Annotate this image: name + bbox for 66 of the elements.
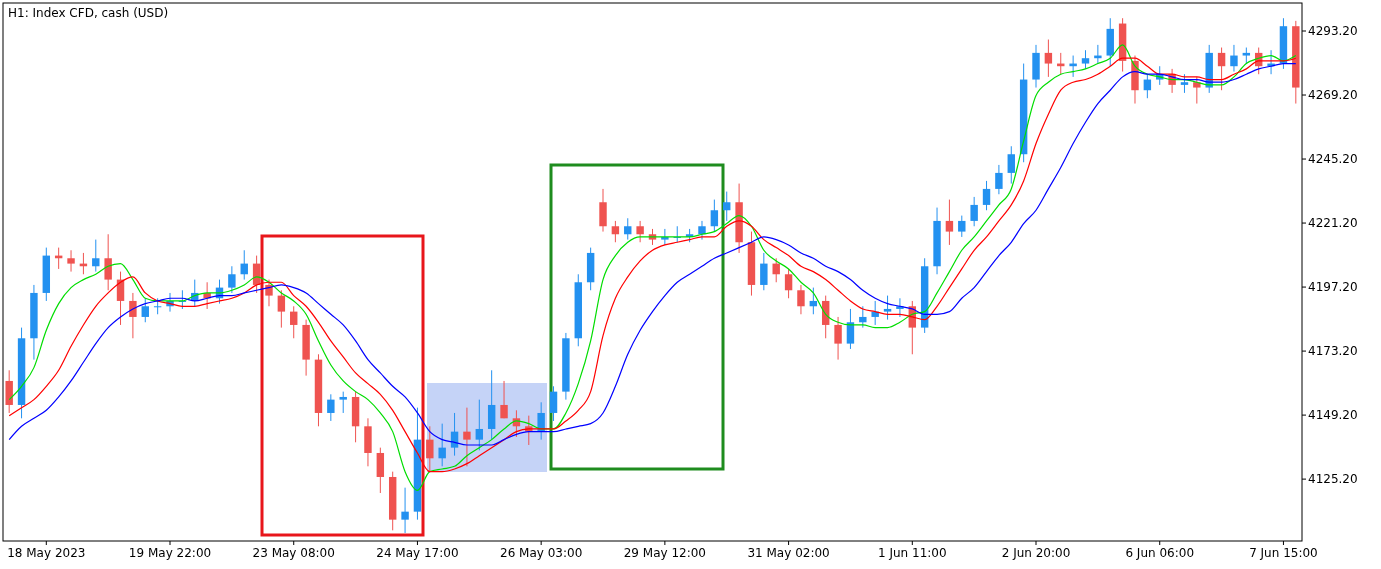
candlestick (797, 284, 805, 315)
y-tick-label: 4149.20 (1308, 408, 1358, 423)
candlestick (958, 215, 966, 238)
candlestick (401, 487, 409, 534)
candlestick (1217, 47, 1226, 91)
candlestick (500, 380, 508, 419)
candlestick (859, 305, 867, 329)
candlestick (846, 308, 855, 350)
candlestick (624, 217, 632, 241)
candlestick (970, 196, 978, 227)
candlestick (141, 297, 149, 323)
candlestick (760, 252, 768, 291)
candlestick (549, 385, 558, 422)
candlestick (104, 233, 112, 291)
candlestick (67, 249, 75, 273)
y-tick-label: 4221.20 (1308, 216, 1358, 231)
candlestick (710, 199, 719, 233)
candlestick (723, 191, 731, 222)
candlestick (290, 305, 298, 339)
candlestick (1081, 49, 1090, 70)
candlestick (599, 188, 607, 233)
x-tick-label: 26 May 03:00 (500, 546, 583, 560)
candlestick (463, 407, 471, 467)
x-tick-label: 7 Jun 15:00 (1249, 546, 1318, 560)
candlestick (698, 220, 706, 241)
candlestick (426, 425, 434, 473)
candlestick (945, 199, 954, 246)
candlestick (636, 220, 644, 243)
chart-title: H1: Index CFD, cash (USD) (8, 6, 169, 20)
candlestick (277, 289, 286, 329)
candlestick (611, 220, 620, 243)
y-tick-label: 4245.20 (1308, 152, 1358, 167)
y-tick-label: 4269.20 (1308, 88, 1358, 103)
x-tick-label: 1 Jun 11:00 (878, 546, 947, 560)
candlestick (92, 239, 100, 273)
candlestick (376, 447, 385, 494)
candlestick (475, 399, 484, 451)
x-tick-label: 29 May 12:00 (623, 546, 707, 560)
candlestick (1044, 39, 1053, 78)
x-tick-label: 19 May 22:00 (128, 546, 212, 560)
y-tick-label: 4197.20 (1308, 280, 1358, 295)
y-tick-label: 4293.20 (1308, 24, 1358, 39)
candlestick (1193, 76, 1201, 105)
candlestick (1230, 44, 1238, 73)
candlestick (784, 268, 793, 299)
x-tick-label: 6 Jun 06:00 (1125, 546, 1195, 560)
candlestick (1180, 73, 1189, 94)
candlestick (228, 265, 236, 294)
candlestick (1007, 145, 1015, 185)
candlestick (883, 295, 892, 321)
x-tick-label: 24 May 17:00 (376, 546, 459, 560)
candlestick (982, 180, 991, 211)
candlestick (129, 292, 137, 339)
candlestick (327, 393, 335, 422)
candlestick (438, 423, 446, 467)
y-tick-label: 4125.20 (1308, 472, 1358, 487)
x-tick-label: 2 Jun 20:00 (1001, 546, 1071, 560)
candlestick (834, 316, 842, 361)
y-tick-label: 4173.20 (1308, 344, 1358, 359)
x-tick-label: 23 May 08:00 (252, 546, 335, 560)
candlestick (871, 300, 879, 326)
candlestick (995, 164, 1003, 195)
x-tick-label: 31 May 02:00 (747, 546, 830, 560)
candlestick (339, 391, 347, 414)
x-tick-label: 18 May 2023 (7, 546, 86, 560)
candlestick (487, 369, 496, 441)
